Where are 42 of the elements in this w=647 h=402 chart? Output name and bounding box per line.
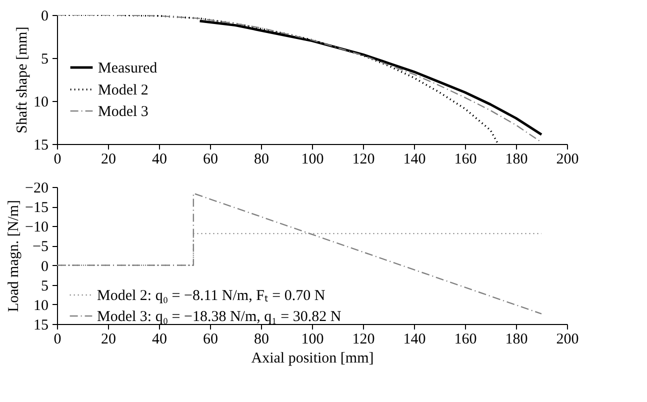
x-tick-label: 160 (454, 332, 477, 348)
x-tick-label: 140 (403, 152, 426, 168)
x-tick-label: 160 (454, 152, 477, 168)
x-tick-label: 20 (101, 152, 116, 168)
y-tick-label: 10 (34, 298, 48, 314)
y-tick-label: −20 (25, 180, 48, 196)
y-tick-label: 0 (41, 8, 48, 24)
x-tick-label: 120 (352, 332, 375, 348)
y-tick-label: 0 (41, 258, 48, 275)
legend-label: Model 3: q₀ = −18.38 N/m, q₁ = 30.82 N (97, 309, 342, 325)
y-tick-label: 15 (34, 138, 48, 154)
x-tick-label: 200 (556, 152, 579, 168)
x-tick-label: 0 (54, 152, 62, 168)
y-tick-label: 10 (34, 94, 48, 110)
legend-label: Model 2: q₀ = −8.11 N/m, Fₜ = 0.70 N (97, 288, 326, 304)
x-tick-label: 40 (152, 332, 167, 348)
legend-label: Model 3 (98, 104, 148, 120)
x-tick-label: 180 (505, 152, 528, 168)
y-tick-label: 15 (34, 318, 48, 334)
x-tick-label: 140 (403, 332, 426, 348)
x-tick-label: 180 (505, 332, 528, 348)
y-tick-label: −15 (25, 200, 48, 216)
x-tick-label: 0 (54, 332, 62, 348)
x-tick-label: 100 (301, 152, 324, 168)
x-tick-label: 20 (101, 332, 116, 348)
x-tick-label: 120 (352, 152, 375, 168)
x-tick-label: 200 (556, 332, 579, 348)
legend-label: Measured (98, 60, 158, 76)
y-tick-label: 5 (41, 52, 48, 68)
x-axis-title: Axial position [mm] (251, 350, 374, 366)
y-tick-label: 5 (41, 278, 48, 294)
x-tick-label: 60 (203, 332, 218, 348)
y-axis-title: Load magn. [N/m] (6, 200, 22, 312)
legend-label: Model 2 (98, 82, 148, 98)
y-tick-label: −10 (25, 220, 48, 236)
x-tick-label: 100 (301, 332, 324, 348)
y-tick-label: −5 (32, 239, 48, 256)
x-tick-label: 60 (203, 152, 218, 168)
x-tick-label: 40 (152, 152, 167, 168)
x-tick-label: 80 (254, 332, 269, 348)
x-tick-label: 80 (254, 152, 269, 168)
y-axis-title: Shaft shape [mm] (14, 26, 30, 134)
